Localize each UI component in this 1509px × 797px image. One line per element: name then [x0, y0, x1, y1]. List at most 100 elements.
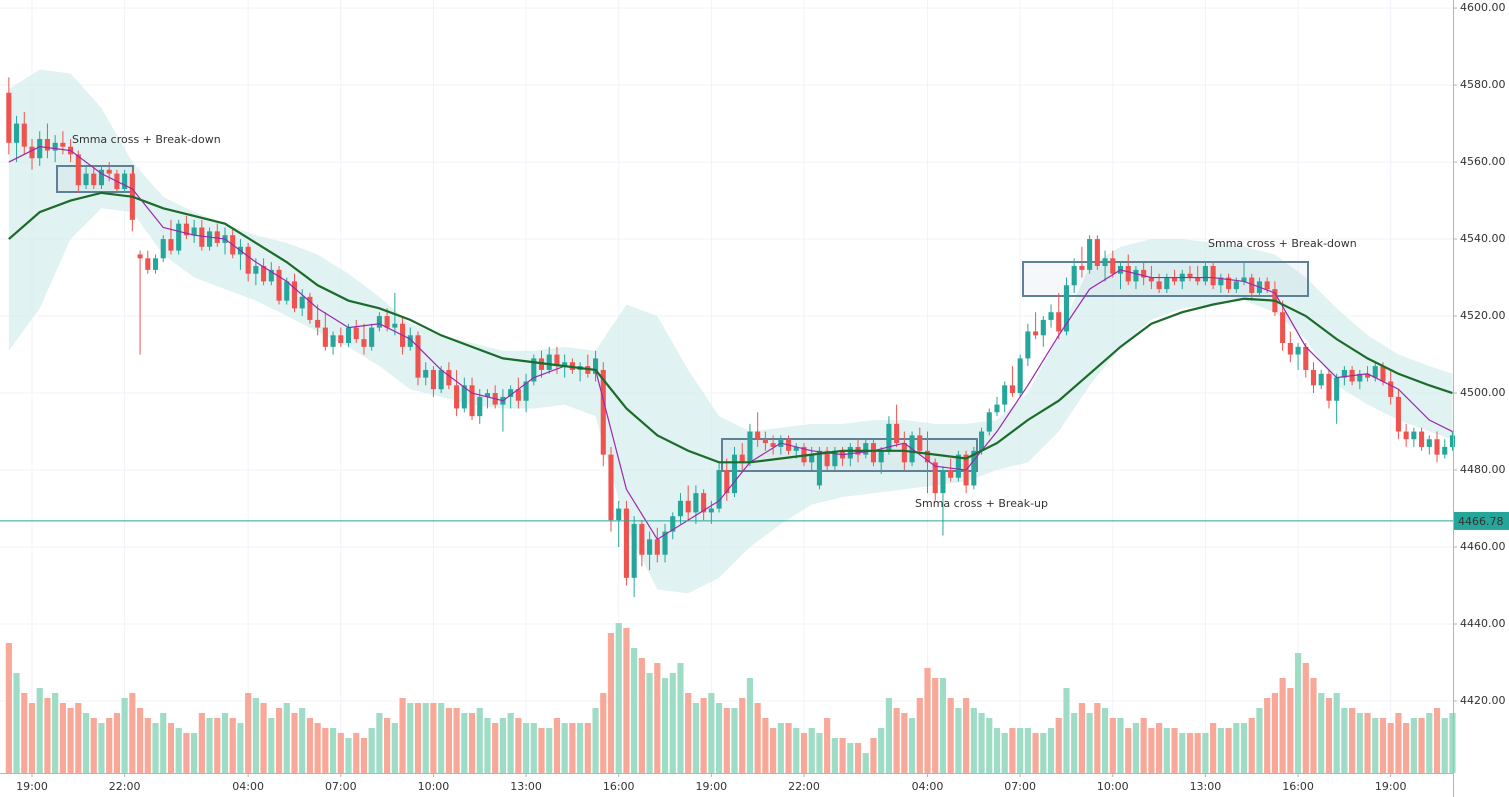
candle-body: [1133, 269, 1139, 282]
candle-body: [330, 335, 336, 347]
volume-bar: [669, 673, 676, 773]
volume-bar: [484, 718, 491, 773]
volume-bar: [337, 733, 344, 773]
volume-bar: [445, 708, 452, 773]
candle-body: [1102, 258, 1108, 267]
y-tick-label: 4500.00: [1460, 386, 1506, 399]
candle-body: [901, 443, 907, 463]
x-tick-label: 16:00: [603, 780, 635, 793]
volume-bar: [1271, 693, 1278, 773]
candle-body: [1318, 373, 1324, 386]
candle-body: [1303, 346, 1309, 370]
volume-bar: [1248, 718, 1255, 773]
volume-bar: [731, 708, 738, 773]
volume-bar: [121, 698, 128, 773]
volume-bar: [1078, 703, 1085, 773]
candle-body: [1280, 312, 1286, 343]
candle-body: [1094, 239, 1100, 267]
candle-body: [461, 385, 467, 409]
y-tick-label: 4580.00: [1460, 78, 1506, 91]
volume-bar: [692, 703, 699, 773]
candle-body: [809, 454, 815, 463]
candle-body: [940, 470, 946, 494]
indicator-line: [8, 146, 1453, 541]
candle-body: [762, 439, 768, 444]
x-tick-label: 22:00: [788, 780, 820, 793]
candle-body: [106, 169, 112, 174]
volume-bar: [870, 738, 877, 773]
volume-bar: [1433, 708, 1441, 773]
candle-body: [122, 173, 128, 190]
volume-bar: [1217, 728, 1224, 773]
volume-bar: [955, 708, 962, 773]
candle-body: [1063, 285, 1070, 332]
volume-bar: [1264, 698, 1271, 773]
candle-body: [430, 369, 436, 390]
candle-body: [1148, 277, 1154, 282]
candle-body: [91, 173, 97, 186]
volume-bar: [214, 718, 221, 773]
volume-bar: [368, 728, 375, 773]
volume-bar: [1426, 713, 1433, 773]
volume-bar: [577, 723, 584, 773]
volume-bar: [1047, 728, 1055, 773]
volume-bar: [75, 703, 82, 773]
candle-body: [1434, 439, 1440, 455]
candle-body: [407, 335, 413, 347]
volume-bar: [1109, 718, 1116, 773]
candle-body: [1364, 373, 1371, 378]
annotation: Smma cross + Break-down: [72, 133, 221, 146]
volume-bar: [283, 703, 290, 773]
volume-bar: [847, 743, 854, 773]
volume-bar: [939, 678, 947, 773]
volume-bar: [584, 723, 591, 773]
candle-body: [1310, 369, 1317, 386]
candle-body: [917, 435, 923, 451]
y-tick-label: 4480.00: [1460, 463, 1506, 476]
candle-body: [376, 316, 382, 328]
volume-bar: [963, 698, 970, 773]
volume-bar: [831, 738, 838, 773]
volume-bar: [5, 643, 12, 773]
volume-bar: [1387, 723, 1394, 773]
annotation: Smma cross + Break-up: [915, 497, 1048, 510]
candle-body: [1449, 435, 1456, 447]
volume-bar: [221, 713, 229, 773]
candle-body: [593, 358, 599, 374]
volume-bar: [1055, 718, 1062, 773]
candle-body: [531, 358, 537, 382]
volume-bar: [1186, 733, 1194, 773]
volume-bar: [824, 718, 831, 773]
volume-bar: [44, 698, 51, 773]
candle-body: [1071, 266, 1077, 286]
volume-bar: [90, 718, 97, 773]
candle-body: [284, 281, 290, 301]
volume-bar: [322, 728, 329, 773]
volume-bar: [438, 703, 445, 773]
volume-bar: [723, 708, 730, 773]
candle-body: [1087, 239, 1093, 270]
volume-bar: [306, 718, 314, 773]
volume-bar: [353, 733, 360, 773]
indicator-line: [8, 191, 1453, 464]
candle-body: [739, 454, 745, 463]
candle-body: [716, 470, 722, 509]
volume-bar: [160, 713, 167, 773]
candle-body: [1295, 346, 1301, 355]
volume-bar: [36, 688, 43, 773]
candle-body: [894, 423, 900, 444]
volume-bar: [615, 623, 622, 773]
candle-body: [207, 231, 213, 247]
candle-body: [353, 327, 359, 340]
candle-body: [29, 146, 35, 159]
volume-bar: [67, 708, 74, 773]
volume-bar: [275, 708, 283, 773]
x-tick-label: 10:00: [418, 780, 450, 793]
volume-bar: [183, 733, 190, 773]
candle-body: [1048, 312, 1054, 320]
volume-bar: [82, 713, 90, 773]
volume-bar: [1441, 718, 1448, 773]
volume-bar: [1063, 688, 1070, 773]
